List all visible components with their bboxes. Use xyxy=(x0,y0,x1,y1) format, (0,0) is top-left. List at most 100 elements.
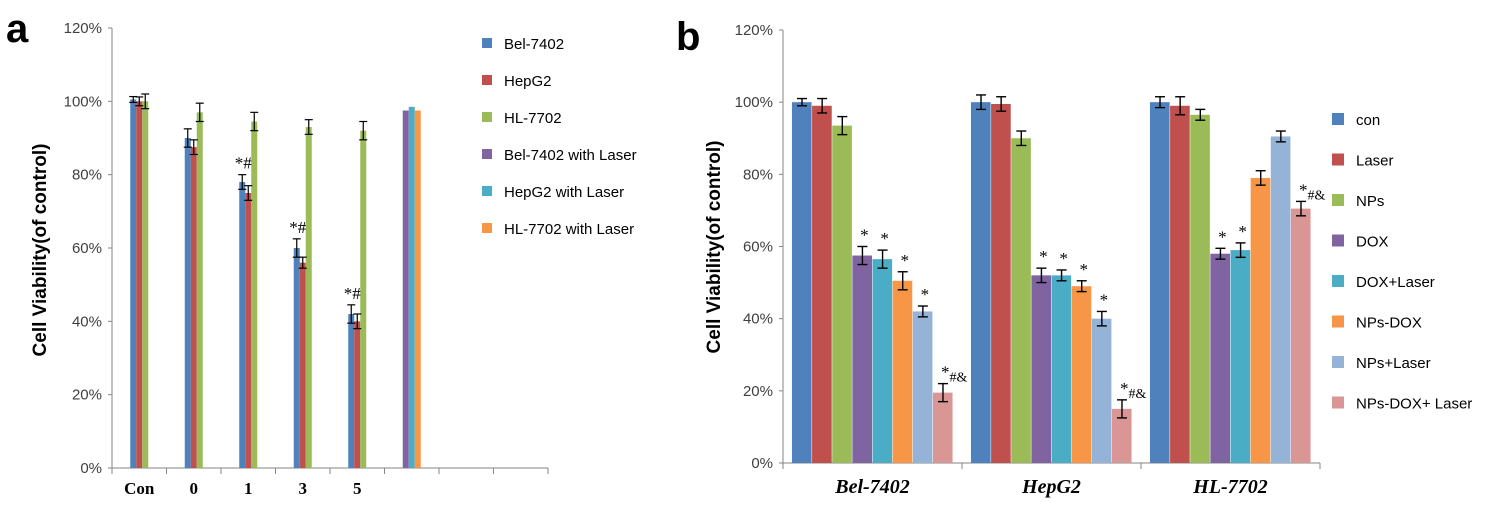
chart-a-ylabel: Cell Viability(of control) xyxy=(30,144,51,357)
significance-marks: #& xyxy=(949,371,967,386)
y-tick-label: 60% xyxy=(72,240,102,257)
y-tick-label: 80% xyxy=(72,167,102,184)
chart-a-legend: Bel-7402 HepG2 HL-7702 Bel-7402 with Laser H… xyxy=(482,36,637,238)
bar xyxy=(1011,138,1031,463)
bar xyxy=(414,110,421,468)
legend-swatch xyxy=(482,149,492,159)
legend-label: Bel-7402 with Laser xyxy=(504,147,637,164)
bar xyxy=(970,102,991,464)
bar xyxy=(1190,114,1210,463)
significance-label: * xyxy=(1079,260,1088,279)
significance-label: * xyxy=(900,251,909,270)
legend-label: NPs+Laser xyxy=(1356,355,1431,372)
bar xyxy=(812,105,832,464)
y-tick-label: 0% xyxy=(80,460,102,477)
x-tick-label: 0 xyxy=(190,479,199,498)
bar xyxy=(408,106,415,468)
bar xyxy=(184,138,191,468)
bar xyxy=(348,314,355,468)
bar xyxy=(872,259,893,463)
legend-swatch xyxy=(1332,153,1344,166)
y-tick-label: 0% xyxy=(751,455,773,472)
legend-swatch xyxy=(1332,113,1344,125)
bar xyxy=(245,193,252,468)
significance-label: * xyxy=(1039,247,1048,266)
bar xyxy=(1051,275,1072,463)
x-tick-label: 5 xyxy=(353,479,362,498)
significance-star: * xyxy=(1299,180,1308,199)
bar xyxy=(1071,286,1092,463)
x-tick-label: HepG2 xyxy=(1021,476,1081,498)
y-tick-label: 100% xyxy=(735,94,773,111)
significance-label: * xyxy=(880,229,889,248)
bar xyxy=(305,127,312,468)
significance-label: * xyxy=(1218,227,1227,246)
x-tick-label: Bel-7402 xyxy=(834,476,909,498)
bar xyxy=(360,130,367,468)
legend-label: HL-7702 xyxy=(504,110,562,127)
y-tick-label: 120% xyxy=(735,22,773,39)
legend-swatch xyxy=(482,223,492,233)
significance-label: *# xyxy=(289,218,307,237)
significance-label: * xyxy=(1059,249,1068,268)
bar xyxy=(239,182,246,468)
bar xyxy=(196,112,203,468)
x-tick-label: Con xyxy=(124,479,155,498)
bar xyxy=(1111,408,1132,463)
bar xyxy=(402,110,409,468)
bar xyxy=(136,101,143,468)
legend-swatch xyxy=(482,38,492,48)
bar xyxy=(832,125,852,463)
legend-swatch xyxy=(482,75,492,85)
bar xyxy=(1170,105,1190,464)
y-tick-label: 80% xyxy=(743,166,773,183)
legend-label: NPs-DOX xyxy=(1356,315,1422,332)
bar xyxy=(1270,136,1291,463)
chart-b: Cell Viability(of control) 0% 20% 40% 60% 80… xyxy=(704,22,1472,498)
bar xyxy=(1230,250,1251,463)
chart-b-ylabel: Cell Viability(of control) xyxy=(704,141,725,354)
bar xyxy=(912,311,933,463)
bar xyxy=(852,255,872,463)
significance-label: * xyxy=(1100,290,1109,309)
legend-label: DOX+Laser xyxy=(1356,274,1435,291)
y-tick-label: 100% xyxy=(64,93,102,110)
legend-label: HL-7702 with Laser xyxy=(504,221,634,238)
legend-swatch xyxy=(1332,356,1344,368)
legend-label: DOX xyxy=(1356,234,1389,251)
panel-a-letter: a xyxy=(6,7,29,51)
x-tick-label: 3 xyxy=(299,479,308,498)
bar xyxy=(190,147,197,468)
significance-label: *# xyxy=(235,154,253,173)
legend-label: HepG2 xyxy=(504,73,552,90)
chart-b-legend: con Laser NPs DOX DOX+Laser NPs-DOX NPs+Laser N… xyxy=(1332,112,1472,413)
bar xyxy=(130,99,137,468)
bar xyxy=(791,102,812,464)
bar xyxy=(1250,177,1271,464)
y-tick-label: 60% xyxy=(743,239,773,256)
significance-label: * xyxy=(860,226,869,245)
legend-swatch xyxy=(482,186,492,196)
y-tick-label: 20% xyxy=(72,387,102,404)
bar xyxy=(1290,208,1311,463)
bar xyxy=(354,321,361,468)
panel-b-letter: b xyxy=(676,15,700,59)
legend-swatch xyxy=(1332,396,1344,409)
legend-label: NPs-DOX+ Laser xyxy=(1356,396,1472,413)
significance-star: * xyxy=(1120,379,1129,398)
bar xyxy=(251,121,258,468)
legend-label: HepG2 with Laser xyxy=(504,184,624,201)
bar xyxy=(1031,275,1051,463)
legend-swatch xyxy=(1332,315,1344,328)
bar xyxy=(1149,102,1170,464)
y-tick-label: 120% xyxy=(64,20,102,37)
bar xyxy=(293,248,300,468)
bar xyxy=(1091,318,1112,463)
bar xyxy=(1210,253,1230,463)
bar xyxy=(142,101,149,468)
legend-label: con xyxy=(1356,112,1380,129)
significance-marks: #& xyxy=(1307,188,1325,203)
x-tick-label: 1 xyxy=(244,479,253,498)
significance-star: * xyxy=(941,363,950,382)
